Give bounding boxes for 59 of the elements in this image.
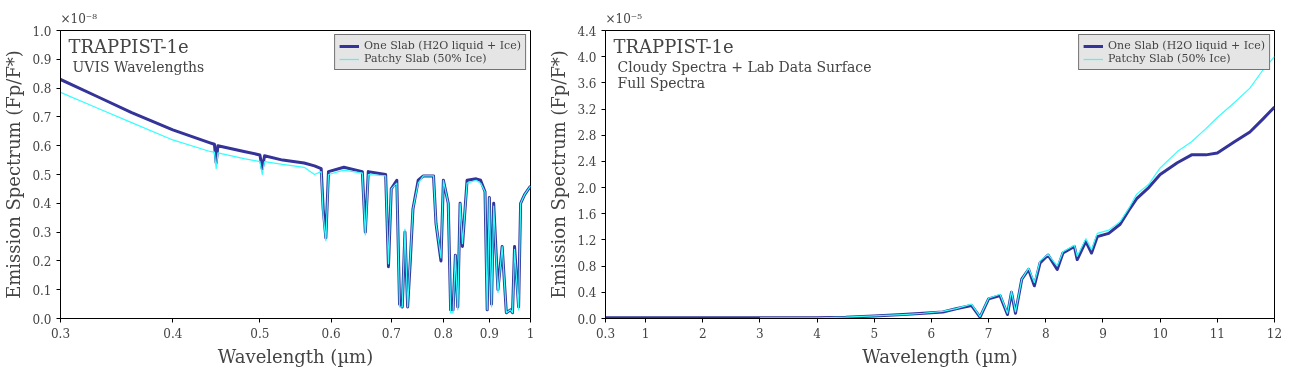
x-tick-label: 4 [813,326,822,341]
y-tick-label: 0.4 [32,197,52,212]
y-tick-label: 0.2 [32,254,52,269]
y-axis-title: Emission Spectrum (Fp/F*) [548,50,570,299]
x-tick-label: 6 [927,326,936,341]
y-tick-label: 1.0 [32,24,52,39]
x-tick-label: 0.3 [50,326,71,341]
x-tick-label: 10 [1152,326,1168,341]
x-tick-label: 0.5 [250,326,270,341]
y-axis-title: Emission Spectrum (Fp/F*) [3,50,25,299]
y-tick-label: 0.0 [32,312,52,327]
legend-label: Patchy Slab (50% Ice) [1108,52,1231,65]
x-tick-label: 8 [1041,326,1050,341]
y-tick-label: 0.9 [32,53,52,68]
y-tick-label: 1.6 [577,207,597,222]
x-tick-label: 1 [526,326,535,341]
y-tick-label: 0.8 [577,260,597,275]
chart-title: TRAPPIST-1e [68,35,189,57]
y-tick-label: 4.0 [577,50,597,65]
y-tick-label: 0.5 [32,168,52,183]
legend-label: One Slab (H2O liquid + Ice) [364,39,521,52]
y-tick-label: 0.8 [32,82,52,97]
y-tick-label: 2.4 [577,155,597,170]
x-tick-label: 9 [1099,326,1107,341]
y-tick-label: 2.0 [577,181,597,196]
y-tick-label: 3.6 [577,76,597,91]
y-tick-label: 0.0 [577,312,597,327]
legend-label: One Slab (H2O liquid + Ice) [1108,39,1265,52]
x-axis-title: Wavelength (µm) [862,345,1018,367]
x-tick-label: 2 [698,326,707,341]
x-tick-label: 5 [870,326,879,341]
legend-label: Patchy Slab (50% Ice) [364,52,487,65]
text: UVIS Wavelengths [72,58,205,75]
x-tick-label: 0.3 [595,326,616,341]
x-tick-label: 1 [641,326,650,341]
text: ×10⁻⁸ [60,11,98,26]
x-tick-label: 0.9 [479,326,499,341]
y-tick-label: 3.2 [577,103,597,118]
y-tick-label: 0.4 [577,286,597,301]
y-tick-label: 1.2 [577,233,597,248]
x-tick-label: 11 [1209,326,1225,341]
y-tick-label: 0.7 [32,110,52,125]
x-tick-label: 7 [984,326,993,341]
x-tick-label: 0.4 [163,326,183,341]
annotation: Full Spectra [617,74,705,91]
y-tick-label: 0.3 [32,226,52,241]
x-axis-title: Wavelength (µm) [217,345,374,367]
x-tick-label: 0.7 [381,326,401,341]
y-tick-label: 2.8 [577,129,597,144]
y-tick-label: 0.6 [32,139,52,154]
x-tick-label: 0.8 [433,326,453,341]
x-tick-label: 3 [756,326,764,341]
y-tick-label: 0.1 [32,283,52,298]
y-tick-label: 4.4 [577,24,597,39]
x-tick-label: 12 [1266,326,1283,341]
text: ×10⁻⁵ [605,11,643,26]
text: Cloudy Spectra + Lab Data Surface [617,58,872,75]
chart-title: TRAPPIST-1e [613,35,734,57]
x-tick-label: 0.6 [321,326,341,341]
